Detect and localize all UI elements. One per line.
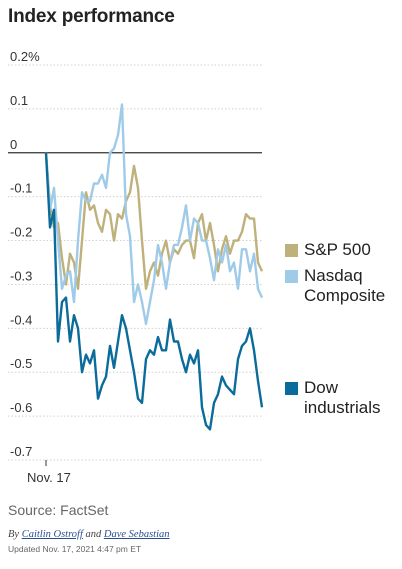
legend-item-dow: Dow industrials [285, 378, 402, 418]
byline-conj: and [82, 529, 104, 540]
legend-label-dow: Dow industrials [304, 378, 381, 417]
legend-swatch-nasdaq [285, 270, 298, 283]
source-note: Source: FactSet [8, 502, 109, 518]
series-line-sp500 [44, 152, 264, 290]
byline: By Caitlin Ostroff and Dave Sebastian [8, 529, 170, 540]
updated-timestamp: Updated Nov. 17, 2021 4:47 pm ET [8, 544, 142, 554]
y-tick-label: -0.3 [10, 268, 32, 283]
series-lines [44, 103, 264, 431]
y-tick-label: -0.7 [10, 444, 32, 459]
y-tick-label: 0.1 [10, 93, 28, 108]
author-link-1[interactable]: Caitlin Ostroff [21, 529, 83, 540]
y-tick-label: -0.5 [10, 356, 32, 371]
y-tick-label: 0.2% [10, 49, 40, 64]
line-chart: 0.2% 0.1 0 -0.1 -0.2 -0.3 -0.4 -0.5 -0.6 -0.7 Nov.… [8, 49, 264, 485]
series-line-nasdaq [44, 103, 264, 326]
y-tick-label: -0.4 [10, 312, 32, 327]
y-tick-label: -0.6 [10, 400, 32, 415]
y-tick-label: -0.1 [10, 181, 32, 196]
series-line-dow [44, 152, 264, 431]
y-tick-label: 0 [10, 137, 17, 152]
x-tick-label: Nov. 17 [27, 470, 71, 485]
grid-lines [8, 64, 262, 461]
legend-swatch-dow [285, 382, 298, 395]
legend-label-nasdaq: Nasdaq Composite [304, 266, 386, 305]
author-link-2[interactable]: Dave Sebastian [103, 529, 170, 540]
legend-item-sp500: S&P 500 [285, 240, 402, 260]
legend-item-nasdaq: Nasdaq Composite [285, 266, 402, 306]
axis-ticks: 0.2% 0.1 0 -0.1 -0.2 -0.3 -0.4 -0.5 -0.6 -0.7 Nov.… [10, 49, 71, 485]
legend-label-sp500: S&P 500 [304, 240, 371, 259]
byline-prefix: By [8, 529, 22, 540]
chart-title: Index performance [8, 6, 175, 27]
y-tick-label: -0.2 [10, 225, 32, 240]
legend-swatch-sp500 [285, 244, 298, 257]
